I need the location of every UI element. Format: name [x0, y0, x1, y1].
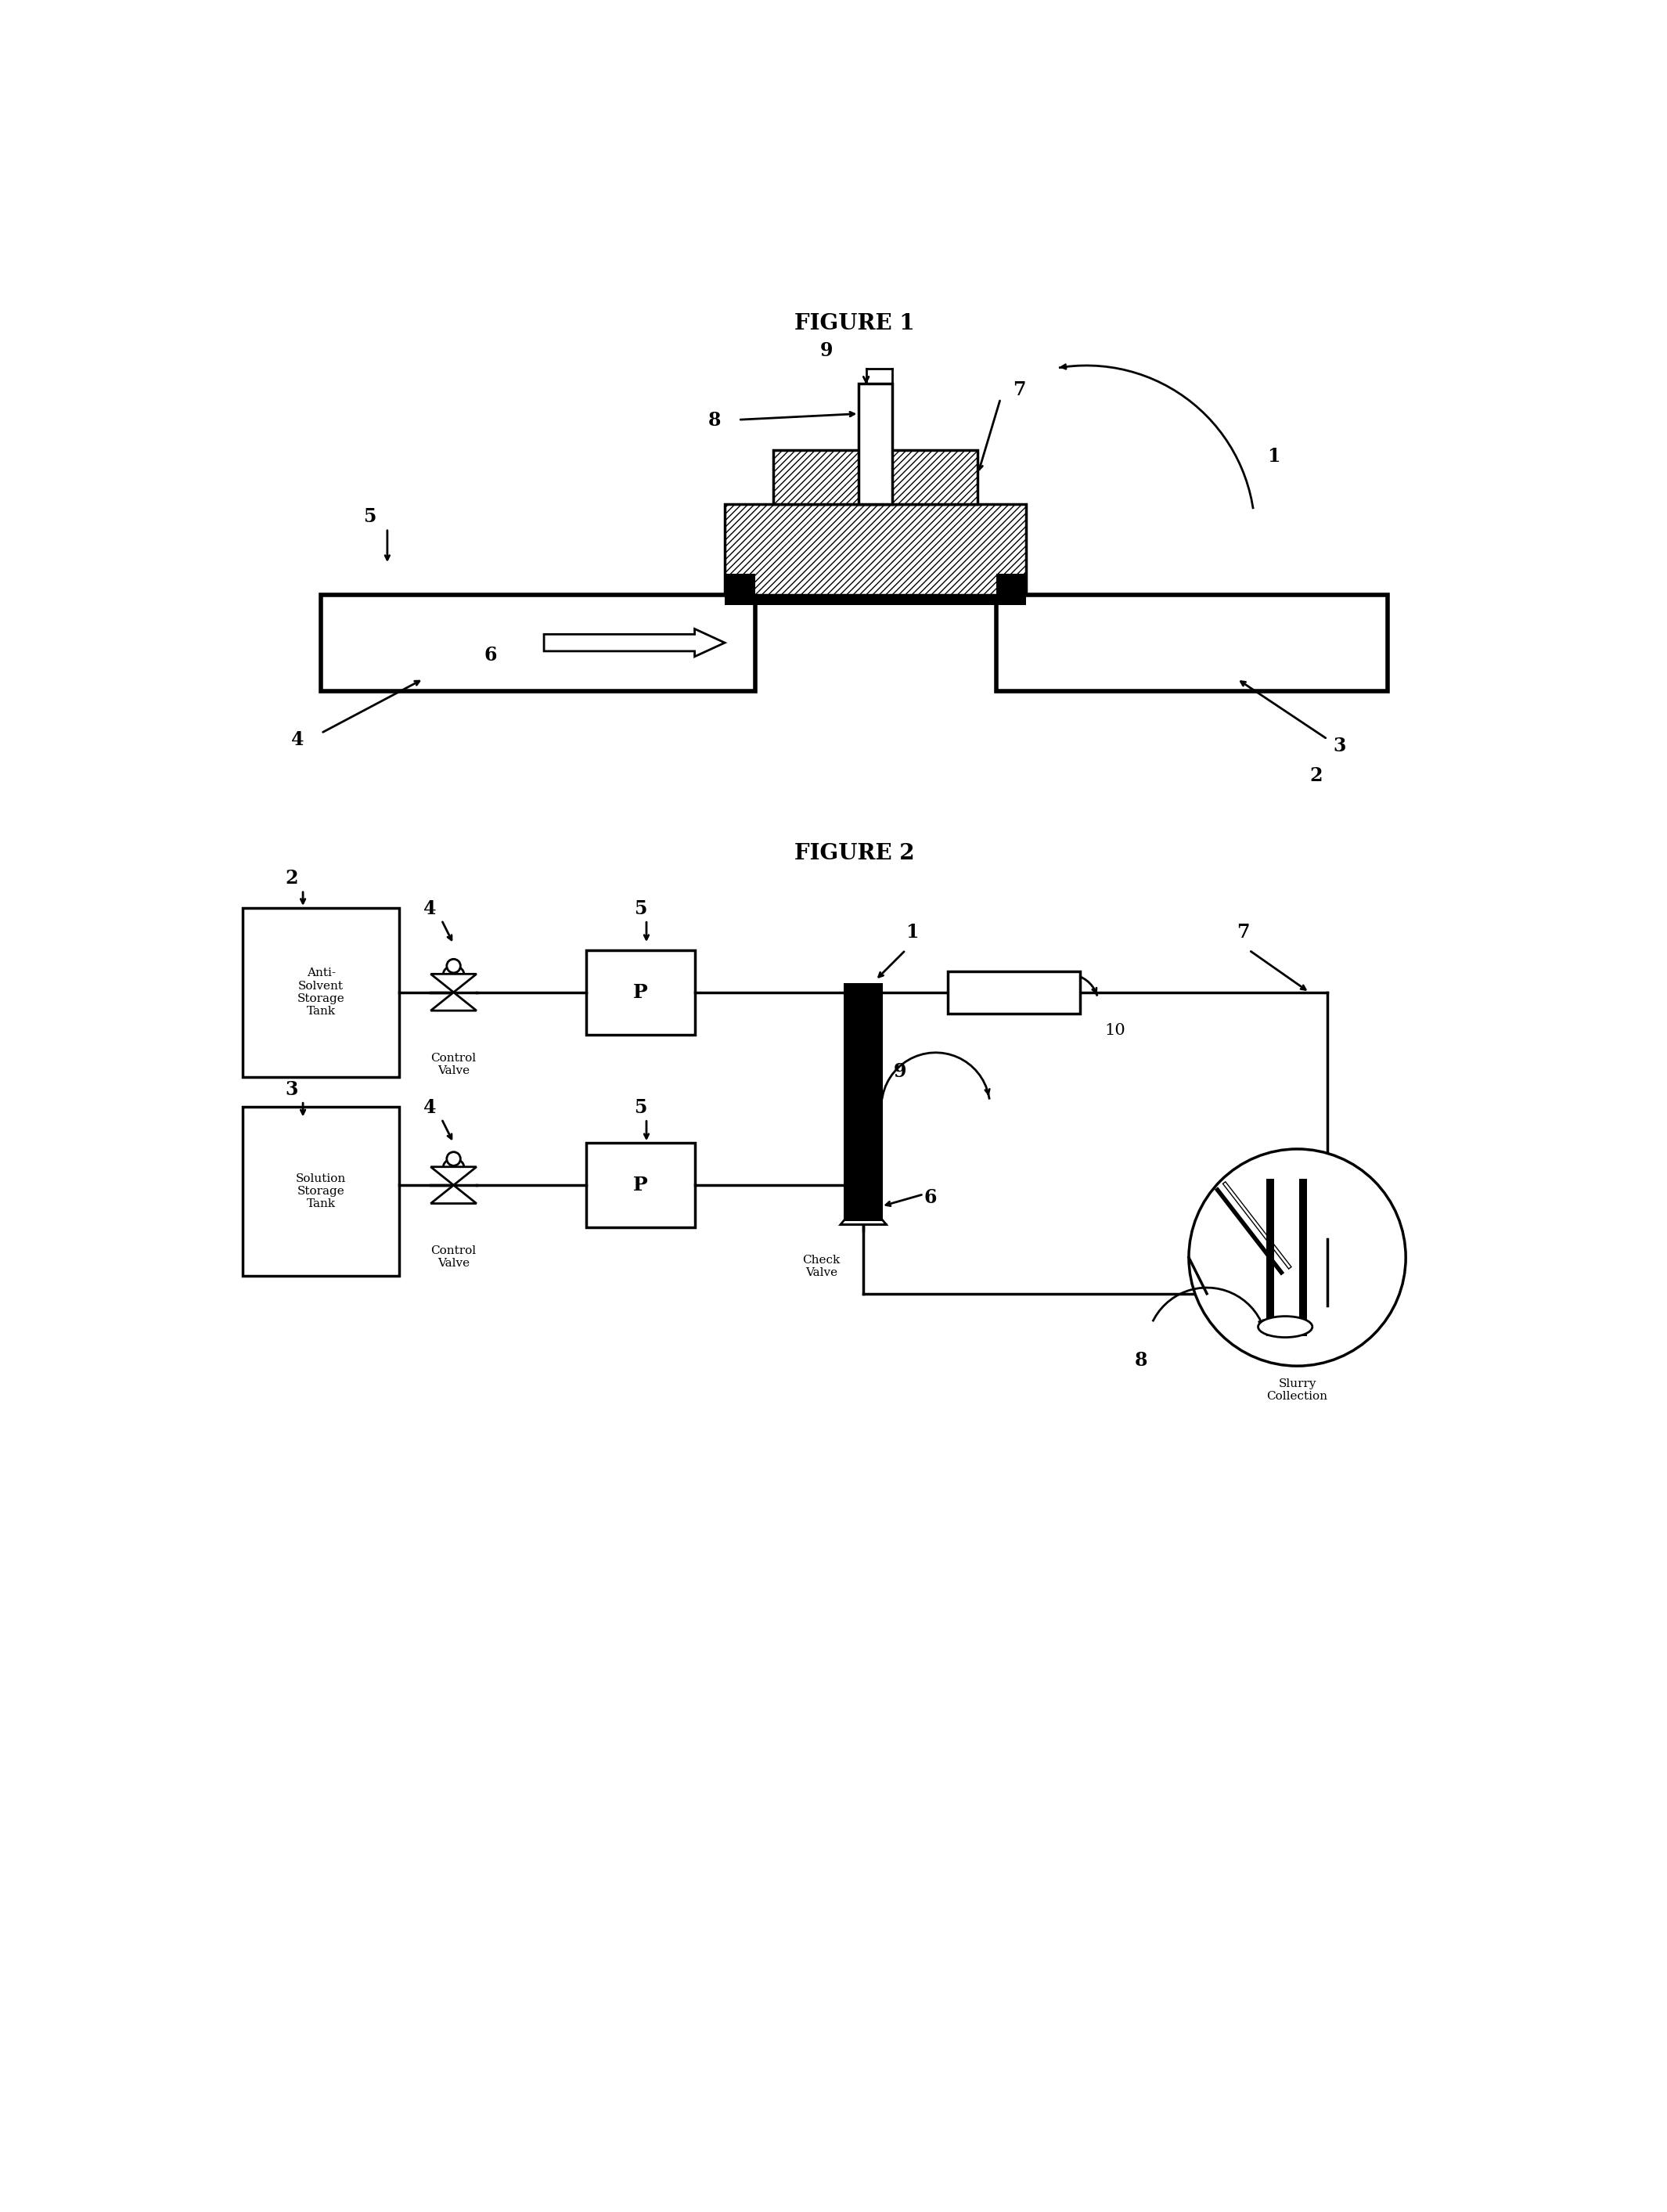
Text: P: P [633, 1177, 648, 1194]
Text: 5: 5 [635, 1097, 647, 1117]
Text: Solution
Storage
Tank: Solution Storage Tank [295, 1172, 347, 1210]
Text: 2: 2 [285, 869, 298, 887]
Bar [322, 595, 755, 690]
Bar [1267, 1179, 1274, 1336]
Bar [773, 449, 979, 504]
Text: 8: 8 [1135, 1352, 1147, 1369]
Text: 8: 8 [708, 411, 722, 429]
Text: Control
Valve: Control Valve [430, 1245, 477, 1270]
Text: 9: 9 [820, 341, 832, 361]
Text: 6: 6 [483, 646, 497, 666]
Polygon shape [430, 993, 477, 1011]
Text: 1: 1 [905, 922, 919, 942]
Circle shape [447, 960, 460, 973]
Text: 3: 3 [285, 1079, 298, 1099]
Bar [995, 573, 1027, 595]
Bar [243, 907, 400, 1077]
Text: FIGURE 1: FIGURE 1 [793, 312, 915, 334]
Text: 4: 4 [423, 1097, 437, 1117]
Polygon shape [840, 1197, 887, 1225]
Text: 10: 10 [1105, 1022, 1125, 1037]
Text: P: P [633, 982, 648, 1002]
Bar [859, 383, 892, 504]
Bar [587, 1144, 695, 1228]
Text: Anti-
Solvent
Storage
Tank: Anti- Solvent Storage Tank [297, 969, 345, 1018]
Polygon shape [430, 1186, 477, 1203]
Bar [995, 595, 1387, 690]
Text: 5: 5 [635, 898, 647, 918]
Text: 7: 7 [1237, 922, 1250, 942]
Circle shape [1189, 1148, 1405, 1367]
Bar [1299, 1179, 1307, 1336]
Bar [725, 573, 755, 595]
Bar [844, 984, 884, 1221]
Text: FIGURE 2: FIGURE 2 [793, 843, 915, 865]
Text: 4: 4 [290, 730, 303, 750]
Text: 5: 5 [363, 507, 377, 526]
Bar [587, 951, 695, 1035]
Bar [725, 595, 1027, 606]
Text: 2: 2 [1309, 768, 1322, 785]
FancyArrow shape [543, 628, 725, 657]
Text: Control
Valve: Control Valve [430, 1053, 477, 1077]
Text: 6: 6 [924, 1188, 937, 1208]
Text: 7: 7 [1012, 380, 1025, 400]
Bar [949, 971, 1080, 1013]
Bar [243, 1106, 400, 1276]
Ellipse shape [1259, 1316, 1312, 1338]
Polygon shape [430, 973, 477, 993]
Bar [725, 504, 1027, 595]
Polygon shape [430, 1168, 477, 1186]
Text: 9: 9 [894, 1062, 907, 1082]
Circle shape [447, 1152, 460, 1166]
Text: 1: 1 [1267, 447, 1280, 467]
Text: 3: 3 [1334, 737, 1347, 754]
Text: Slurry
Collection: Slurry Collection [1267, 1378, 1329, 1402]
Text: Check
Valve: Check Valve [802, 1254, 840, 1279]
Text: 4: 4 [423, 898, 437, 918]
